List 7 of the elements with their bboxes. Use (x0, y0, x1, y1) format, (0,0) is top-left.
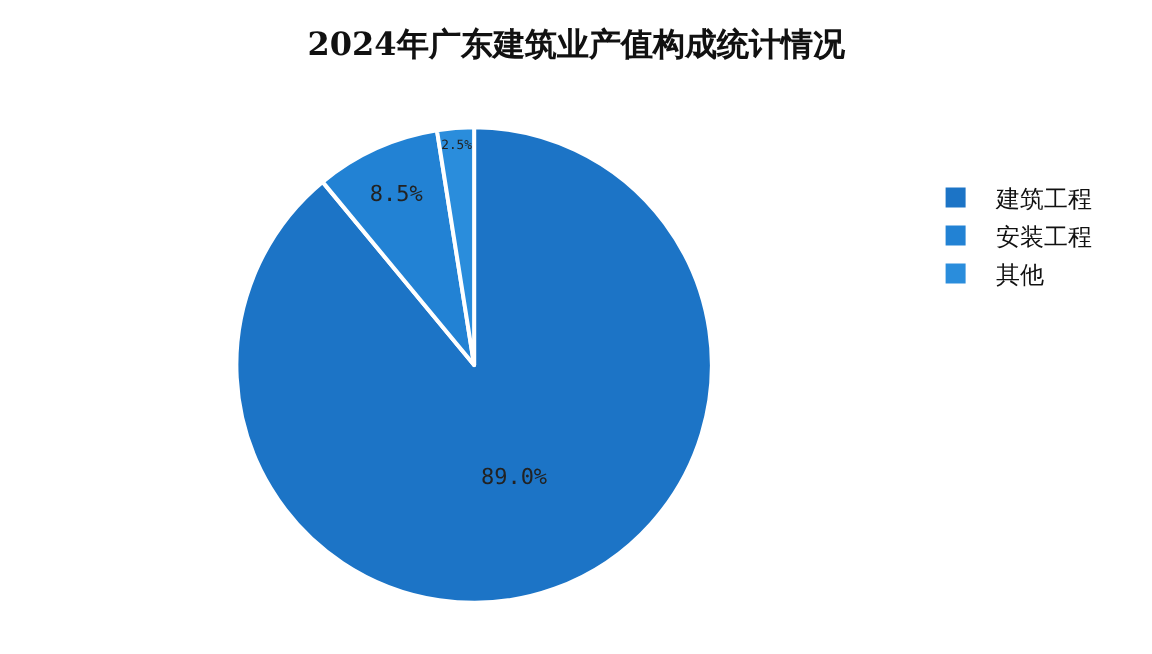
legend-label: 安装工程 (995, 222, 1092, 251)
data-label: 8.5% (369, 180, 424, 207)
legend-label: 其他 (995, 260, 1044, 289)
chart-title: 2024年广东建筑业产值构成统计情况 (307, 25, 847, 64)
legend-label: 建筑工程 (993, 184, 1092, 213)
pie-slice (234, 125, 714, 605)
data-label: 89.0% (480, 463, 548, 490)
